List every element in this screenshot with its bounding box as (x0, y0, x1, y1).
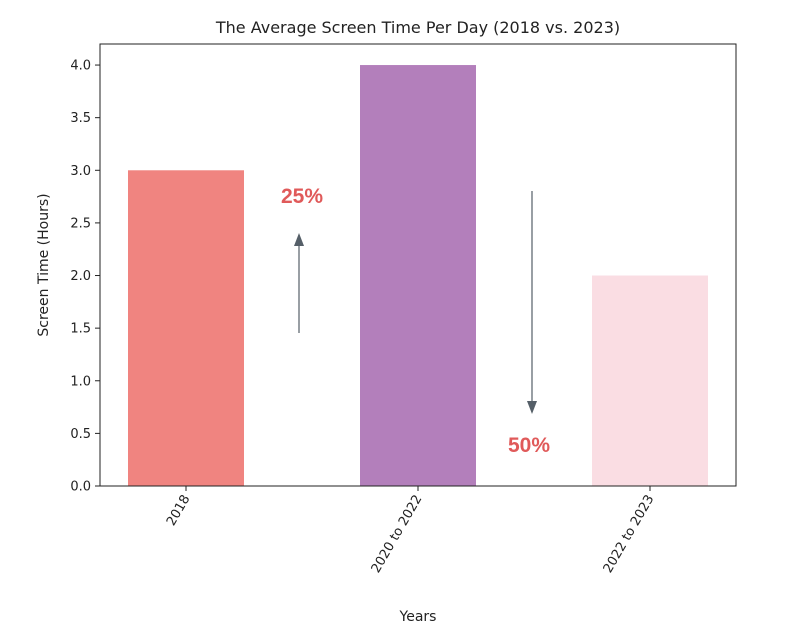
annotations-group: 25% 50% (281, 185, 550, 457)
arrow-up-head (294, 233, 304, 246)
annotation-25pct: 25% (281, 185, 323, 208)
y-tick-label-3: 1.5 (70, 322, 91, 337)
bar-3 (592, 275, 708, 486)
y-tick-label-7: 3.5 (70, 111, 91, 126)
x-axis-label: Years (399, 609, 437, 625)
y-tick-label-5: 2.5 (70, 216, 91, 231)
arrow-down-head (527, 401, 537, 414)
x-tick-label-1: 2020 to 2022 (369, 493, 426, 576)
annotation-50pct: 50% (508, 434, 550, 457)
y-tick-label-4: 2.0 (70, 269, 91, 284)
y-tick-label-1: 0.5 (70, 427, 91, 442)
x-tick-label-0: 2018 (164, 493, 194, 529)
x-tick-label-2: 2022 to 2023 (601, 493, 658, 576)
y-axis-label: Screen Time (Hours) (36, 193, 52, 336)
bar-1 (128, 170, 244, 487)
chart-title: The Average Screen Time Per Day (2018 vs… (215, 18, 620, 37)
y-tick-label-6: 3.0 (70, 164, 91, 179)
bar-2 (360, 65, 476, 487)
bars-group (128, 65, 708, 487)
y-tick-label-0: 0.0 (70, 480, 91, 495)
y-tick-label-8: 4.0 (70, 59, 91, 74)
y-tick-label-2: 1.0 (70, 374, 91, 389)
